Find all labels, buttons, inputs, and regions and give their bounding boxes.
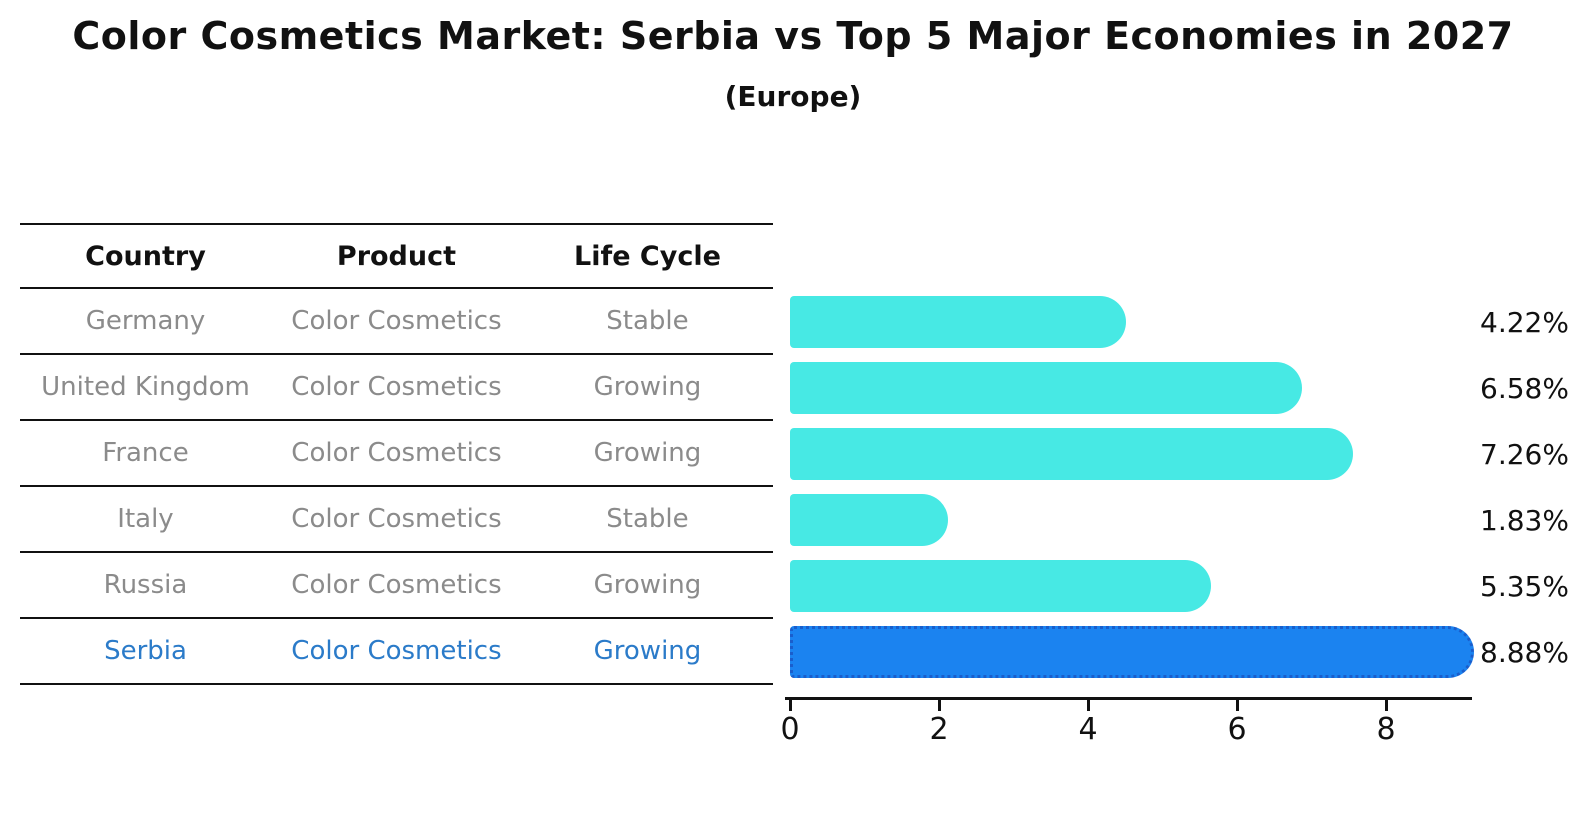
- x-axis-tick-label: 4: [1078, 712, 1098, 747]
- highlight-bar: [790, 626, 1474, 678]
- bar: [790, 362, 1303, 414]
- bar: [790, 296, 1127, 348]
- table-cell-life-cycle: Growing: [593, 438, 702, 468]
- table-row: Germany Color Cosmetics Stable: [20, 289, 773, 355]
- bar: [790, 494, 949, 546]
- x-axis-tick-label: 0: [780, 712, 800, 747]
- bar-value-label: 7.26%: [1480, 437, 1569, 471]
- x-axis-tick: [788, 697, 792, 711]
- bar: [790, 560, 1211, 612]
- table-cell-product: Color Cosmetics: [291, 504, 502, 534]
- table-header-life-cycle: Life Cycle: [574, 240, 721, 272]
- table-cell-country: Italy: [117, 504, 174, 534]
- table-cell-country: Russia: [103, 570, 188, 600]
- bar-value-label: 4.22%: [1480, 305, 1569, 339]
- x-axis-tick: [1086, 697, 1090, 711]
- table-cell-country: France: [102, 438, 189, 468]
- bar-value-label: 1.83%: [1480, 503, 1569, 537]
- table-row: Russia Color Cosmetics Growing: [20, 553, 773, 619]
- table-header-product: Product: [336, 240, 457, 272]
- bar-value-label: 5.35%: [1480, 569, 1569, 603]
- x-axis-tick-label: 8: [1376, 712, 1396, 747]
- comparison-table: Country Product Life Cycle Germany Color …: [20, 223, 773, 685]
- bar-value-label: 6.58%: [1480, 371, 1569, 405]
- table-cell-country: Serbia: [104, 636, 187, 666]
- x-axis-tick: [937, 697, 941, 711]
- table-header-country: Country: [85, 240, 206, 272]
- table-row: United Kingdom Color Cosmetics Growing: [20, 355, 773, 421]
- bar-value-label: 8.88%: [1480, 635, 1569, 669]
- page-title: Color Cosmetics Market: Serbia vs Top 5 …: [72, 14, 1514, 58]
- table-cell-product: Color Cosmetics: [291, 372, 502, 402]
- table-cell-country: United Kingdom: [41, 372, 250, 402]
- table-header-row: Country Product Life Cycle: [20, 223, 773, 289]
- page-subtitle: (Europe): [724, 80, 862, 113]
- table-cell-product: Color Cosmetics: [291, 636, 502, 666]
- table-cell-life-cycle: Stable: [606, 306, 689, 336]
- table-cell-life-cycle: Growing: [593, 372, 702, 402]
- table-cell-country: Germany: [85, 306, 206, 336]
- x-axis-tick: [1384, 697, 1388, 711]
- table-cell-life-cycle: Growing: [593, 636, 702, 666]
- table-row: Italy Color Cosmetics Stable: [20, 487, 773, 553]
- x-axis-tick-label: 2: [929, 712, 949, 747]
- x-axis-tick-label: 6: [1227, 712, 1247, 747]
- table-cell-life-cycle: Stable: [606, 504, 689, 534]
- table-cell-life-cycle: Growing: [593, 570, 702, 600]
- x-axis-tick: [1235, 697, 1239, 711]
- bar: [790, 428, 1353, 480]
- table-cell-product: Color Cosmetics: [291, 570, 502, 600]
- table-cell-product: Color Cosmetics: [291, 438, 502, 468]
- table-row: France Color Cosmetics Growing: [20, 421, 773, 487]
- table-row: Serbia Color Cosmetics Growing: [20, 619, 773, 685]
- x-axis-line: [785, 697, 1472, 700]
- table-cell-product: Color Cosmetics: [291, 306, 502, 336]
